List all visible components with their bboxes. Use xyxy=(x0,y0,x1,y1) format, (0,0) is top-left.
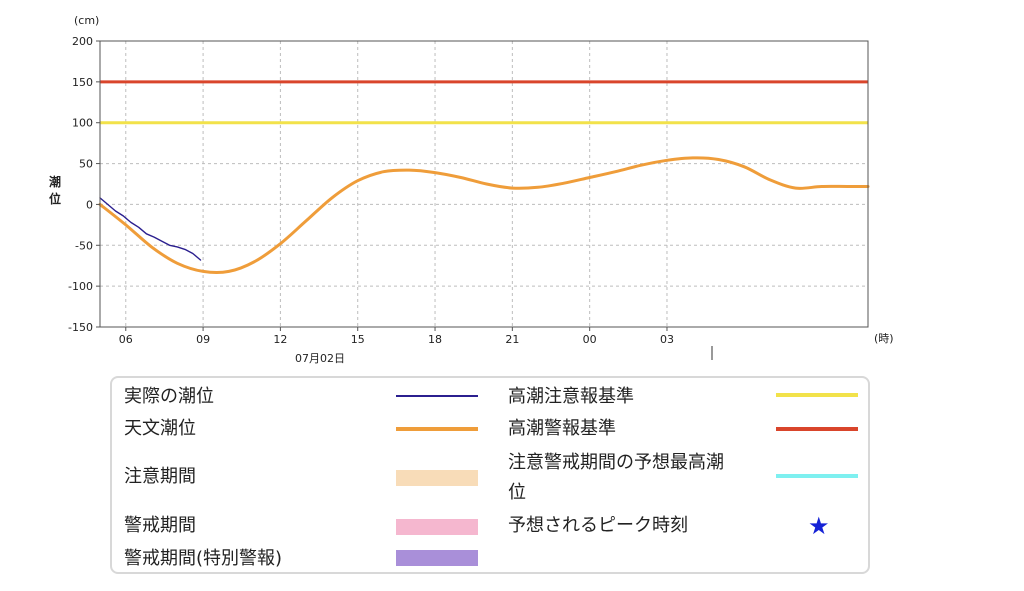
x-tick-label: 06 xyxy=(119,333,133,346)
legend-label-caution-period: 注意期間 xyxy=(124,466,196,487)
y-tick-label: 150 xyxy=(72,76,93,89)
legend-swatch-astronomical xyxy=(396,427,478,431)
legend-label-storm-surge-advisory: 高潮注意報基準 xyxy=(508,386,634,407)
legend-label-predicted-max-line2: 位 xyxy=(508,482,526,503)
x-tick-label: 15 xyxy=(351,333,365,346)
legend-label-warning-period: 警戒期間 xyxy=(124,515,196,536)
legend-swatch-storm-surge-warning xyxy=(776,427,858,431)
legend-label-peak-time: 予想されるピーク時刻 xyxy=(508,515,688,536)
legend-label-storm-surge-warning: 高潮警報基準 xyxy=(508,418,616,439)
x-tick-label: 09 xyxy=(196,333,210,346)
x-tick-label: 00 xyxy=(583,333,597,346)
legend-swatch-storm-surge-advisory xyxy=(776,393,858,397)
legend-swatch-warning-period xyxy=(396,519,478,535)
legend: 実際の潮位 天文潮位 注意期間 警戒期間 警戒期間(特別警報) 高潮注意報基準 … xyxy=(110,376,870,574)
legend-swatch-special-warning-period xyxy=(396,550,478,566)
y-tick-label: -50 xyxy=(75,239,93,252)
plot-frame xyxy=(99,40,869,328)
legend-swatch-predicted-max xyxy=(776,474,858,478)
date-label: 07月02日 xyxy=(295,352,345,365)
y-tick-labels: 200 150 100 50 0 -50 -100 -150 xyxy=(68,35,100,334)
series-line-actual xyxy=(99,197,202,261)
reference-lines xyxy=(100,80,868,125)
series-layer xyxy=(98,156,870,275)
x-tick-label: 21 xyxy=(505,333,519,346)
y-tick-label: 0 xyxy=(86,198,93,211)
y-tick-label: 100 xyxy=(72,117,93,130)
y-axis-label-char: 潮 xyxy=(49,174,61,189)
x-tick-label: 12 xyxy=(273,333,287,346)
y-axis-label: 潮位 xyxy=(49,174,61,206)
x-tick-label: 18 xyxy=(428,333,442,346)
x-tick-labels: 06 09 12 15 18 21 00 03 xyxy=(119,327,674,346)
x-unit-label: (時) xyxy=(874,332,894,345)
legend-label-astronomical: 天文潮位 xyxy=(124,418,196,439)
series-line-astronomical xyxy=(98,156,870,275)
legend-swatch-caution-period xyxy=(396,470,478,486)
legend-label-predicted-max-line1: 注意警戒期間の予想最高潮 xyxy=(508,452,724,473)
x-tick-label: 03 xyxy=(660,333,674,346)
tide-chart: 200 150 100 50 0 -50 -100 -150 06 09 12 15 18 21 00 03… xyxy=(49,14,894,365)
legend-label-special-warning-period: 警戒期間(特別警報) xyxy=(124,548,283,569)
star-icon: ★ xyxy=(808,512,830,540)
y-tick-label: -150 xyxy=(68,321,93,334)
legend-swatch-actual xyxy=(396,395,478,397)
y-tick-label: 50 xyxy=(79,158,93,171)
y-tick-label: 200 xyxy=(72,35,93,48)
y-unit-label: (cm) xyxy=(74,14,99,27)
y-axis-label-char: 位 xyxy=(49,191,61,206)
legend-label-actual: 実際の潮位 xyxy=(124,386,214,407)
y-tick-label: -100 xyxy=(68,280,93,293)
